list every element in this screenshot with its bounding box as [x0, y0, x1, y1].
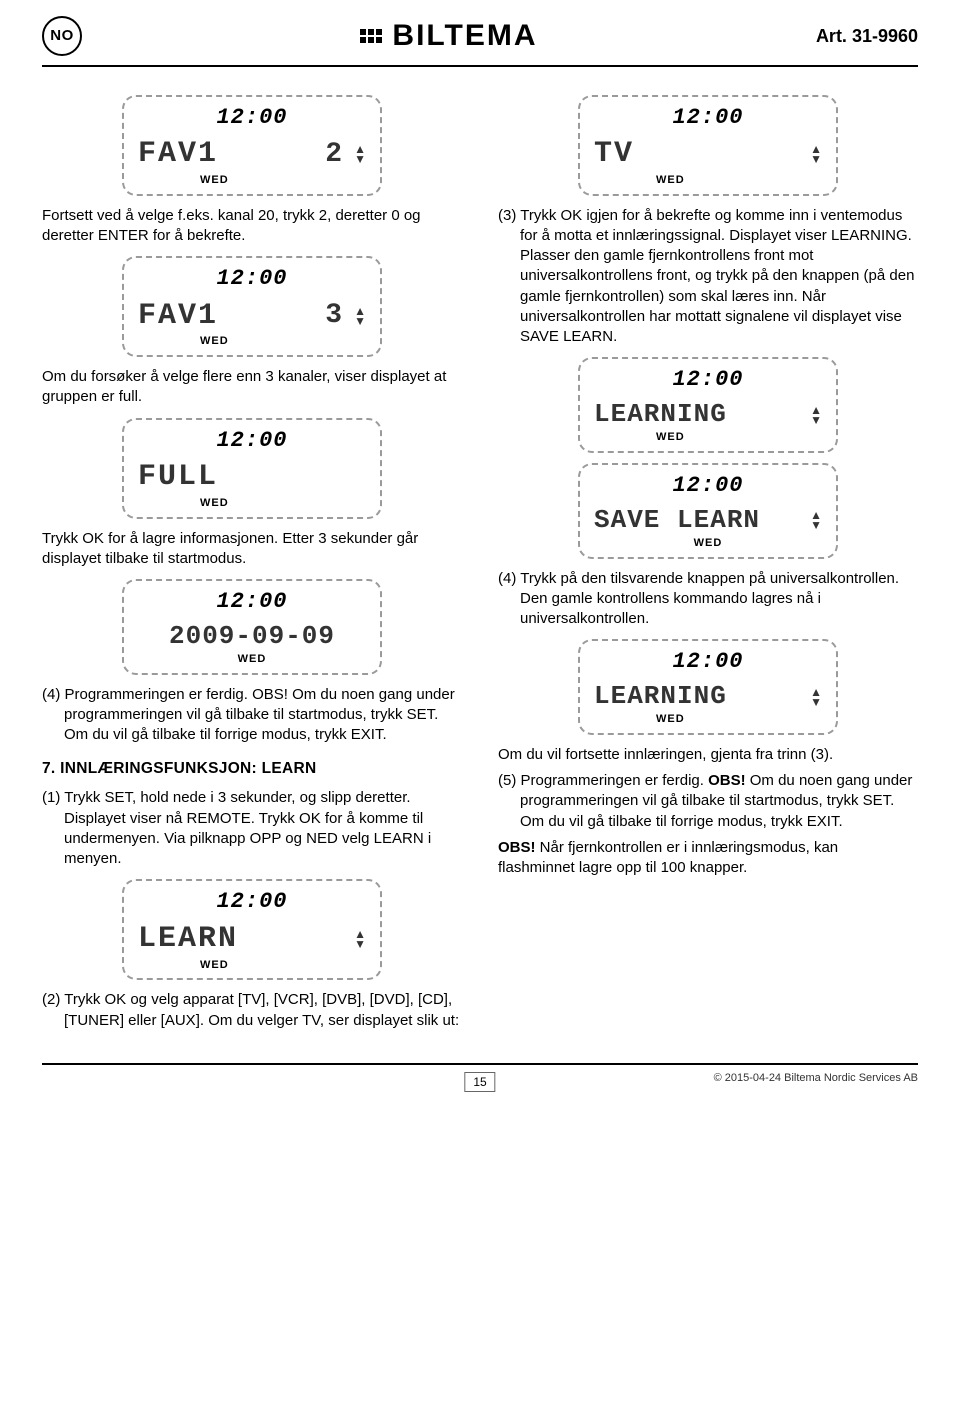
para-continue: Fortsett ved å velge f.eks. kanal 20, tr…	[42, 206, 462, 247]
lcd-save-learn: 12:00 SAVE LEARN ▲▼ WED	[578, 463, 838, 559]
para-step4-right: (4) Trykk på den tilsvarende knappen på …	[498, 569, 918, 630]
brand-text: BILTEMA	[392, 16, 537, 57]
lcd-day: WED	[200, 334, 229, 349]
lcd-time: 12:00	[216, 103, 287, 133]
section-7-heading: 7. INNLÆRINGSFUNKSJON: LEARN	[42, 759, 462, 780]
lcd-day: WED	[656, 430, 685, 445]
lcd-day: WED	[200, 173, 229, 188]
lcd-text: LEARNING	[594, 679, 727, 714]
header-bar: NO BILTEMA Art. 31-9960	[42, 16, 918, 67]
updown-icon: ▲▼	[354, 306, 366, 326]
obs-bold: OBS!	[498, 839, 536, 856]
page-number: 15	[464, 1072, 495, 1092]
country-badge: NO	[42, 16, 82, 56]
para-obs-flash: OBS! Når fjernkontrollen er i innlærings…	[498, 838, 918, 879]
lcd-text: 2009-09-09	[169, 619, 335, 654]
lcd-learning-2: 12:00 LEARNING ▲▼ WED	[578, 639, 838, 735]
para-step4: (4) Programmeringen er ferdig. OBS! Om d…	[42, 685, 462, 746]
updown-icon: ▲▼	[810, 510, 822, 530]
lcd-day: WED	[656, 173, 685, 188]
lcd-day: WED	[656, 712, 685, 727]
lcd-text: FAV1	[138, 134, 218, 175]
lcd-day: WED	[694, 536, 723, 551]
lcd-tv: 12:00 TV ▲▼ WED	[578, 95, 838, 196]
lcd-full: 12:00 FULL WED	[122, 418, 382, 519]
updown-icon: ▲▼	[810, 687, 822, 707]
updown-icon: ▲▼	[354, 144, 366, 164]
lcd-time: 12:00	[216, 887, 287, 917]
article-number: Art. 31-9960	[816, 24, 918, 48]
lcd-fav1-3: 12:00 FAV1 3 ▲▼ WED	[122, 256, 382, 357]
obs-bold: OBS!	[708, 772, 746, 789]
left-column: 12:00 FAV1 2 ▲▼ WED Fortsett ved å velge…	[42, 85, 462, 1037]
lcd-time: 12:00	[216, 264, 287, 294]
lcd-learning-1: 12:00 LEARNING ▲▼ WED	[578, 357, 838, 453]
text: (5) Programmeringen er ferdig.	[498, 772, 708, 789]
brand-logo: BILTEMA	[360, 16, 537, 57]
lcd-time: 12:00	[672, 365, 743, 395]
para-full: Om du forsøker å velge flere enn 3 kanal…	[42, 367, 462, 408]
para-step2: (2) Trykk OK og velg apparat [TV], [VCR]…	[42, 990, 462, 1031]
para-step3: (3) Trykk OK igjen for å bekrefte og kom…	[498, 206, 918, 348]
updown-icon: ▲▼	[354, 929, 366, 949]
para-step1: (1) Trykk SET, hold nede i 3 sekunder, o…	[42, 788, 462, 869]
lcd-date: 12:00 2009-09-09 WED	[122, 579, 382, 675]
copyright: © 2015-04-24 Biltema Nordic Services AB	[714, 1071, 918, 1086]
lcd-fav1-2: 12:00 FAV1 2 ▲▼ WED	[122, 95, 382, 196]
text: Når fjernkontrollen er i innlæringsmodus…	[498, 839, 838, 876]
lcd-day: WED	[238, 652, 267, 667]
para-step5: (5) Programmeringen er ferdig. OBS! Om d…	[498, 771, 918, 832]
lcd-time: 12:00	[216, 426, 287, 456]
right-column: 12:00 TV ▲▼ WED (3) Trykk OK igjen for å…	[498, 85, 918, 1037]
lcd-number: 3	[325, 297, 342, 335]
lcd-day: WED	[200, 958, 229, 973]
lcd-text: TV	[594, 134, 634, 175]
lcd-text: FULL	[138, 457, 218, 498]
lcd-text: FAV1	[138, 296, 218, 337]
para-ok-save: Trykk OK for å lagre informasjonen. Ette…	[42, 529, 462, 570]
lcd-text: LEARN	[138, 919, 238, 960]
updown-icon: ▲▼	[810, 405, 822, 425]
lcd-time: 12:00	[216, 587, 287, 617]
flag-icon	[360, 29, 382, 43]
lcd-text: SAVE LEARN	[594, 503, 760, 538]
lcd-time: 12:00	[672, 103, 743, 133]
lcd-time: 12:00	[672, 471, 743, 501]
lcd-day: WED	[200, 496, 229, 511]
lcd-number: 2	[325, 136, 342, 174]
lcd-time: 12:00	[672, 647, 743, 677]
lcd-learn: 12:00 LEARN ▲▼ WED	[122, 879, 382, 980]
para-repeat: Om du vil fortsette innlæringen, gjenta …	[498, 745, 918, 765]
updown-icon: ▲▼	[810, 144, 822, 164]
lcd-text: LEARNING	[594, 397, 727, 432]
